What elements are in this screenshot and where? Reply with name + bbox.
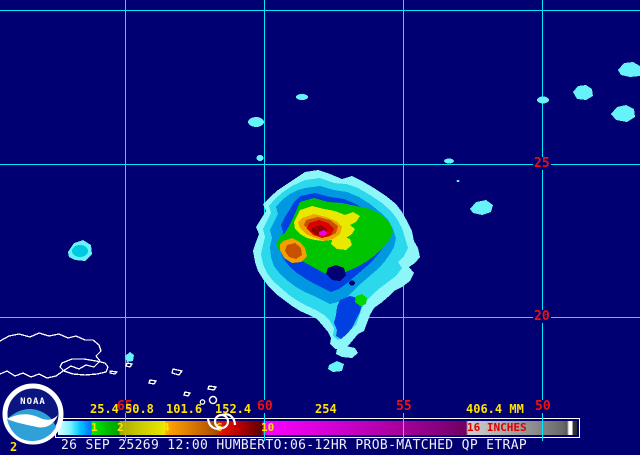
cloud-blob — [537, 96, 549, 104]
noaa-logo-gull — [7, 414, 58, 428]
scattered-cloud-blobs — [68, 62, 640, 362]
island-outlines — [0, 332, 218, 397]
track-point-icon — [199, 399, 206, 405]
gridline-lat-25n — [0, 164, 640, 165]
stray-scale-digit: 2 — [10, 440, 18, 454]
lat-label-20n: 20 — [533, 309, 551, 324]
island-speck-2 — [148, 379, 158, 385]
cloud-blob — [618, 62, 640, 77]
storm-west-darkorange — [285, 243, 302, 259]
cloud-blob — [125, 352, 134, 362]
cloud-blob — [611, 105, 635, 122]
colorbar-tick-mm-50: 50.8 — [125, 402, 154, 416]
track-point-icon — [208, 395, 218, 405]
lat-label-25n: 25 — [533, 156, 551, 171]
storm-tail-green-dot — [355, 294, 367, 306]
island-vieques — [109, 370, 119, 375]
island-speck-1 — [125, 362, 134, 368]
hurricane-symbol-icon — [206, 413, 237, 430]
island-st-croix — [171, 368, 184, 376]
cloud-blob — [470, 200, 493, 215]
colorbar-tick-mm-406: 406.4 MM — [466, 402, 524, 416]
lon-label-60w: 60 — [256, 399, 274, 414]
lon-label-65w: 65 — [116, 399, 134, 414]
lon-label-50w: 50 — [534, 399, 552, 414]
colorbar-tick-mm-25: 25.4 — [90, 402, 119, 416]
storm-tail-blue — [334, 296, 362, 339]
storm-tail-blob — [336, 346, 358, 358]
lon-label-55w: 55 — [395, 399, 413, 414]
storm-tail-blob — [328, 361, 344, 372]
cloud-blob — [444, 158, 454, 164]
noaa-logo: NOAA — [2, 383, 64, 445]
gridline-lon-65w — [125, 0, 126, 441]
gridline-lat-30n — [0, 10, 640, 11]
noaa-logo-text: NOAA — [20, 397, 46, 407]
cloud-blob-core — [72, 245, 88, 257]
product-title-text: 26 SEP 25269 12:00 HUMBERTO:06-12HR PROB… — [61, 438, 528, 453]
storm-core-magenta — [319, 230, 327, 236]
storm-hole — [326, 265, 346, 281]
colorbar-tick-in-16: 16 INCHES — [467, 421, 527, 434]
colorbar-tick-mm-101: 101.6 — [166, 402, 203, 416]
island-hispaniola — [0, 332, 102, 379]
gridline-lon-50w — [542, 0, 543, 441]
colorbar-tick-in-4: 4 — [163, 421, 170, 434]
island-speck-4 — [207, 385, 218, 391]
storm-hole — [349, 280, 355, 286]
cloud-blob — [248, 117, 264, 127]
storm-humberto — [253, 170, 420, 372]
colorbar-tick-in-2: 2 — [117, 421, 124, 434]
precip-colorbar — [55, 418, 580, 438]
colorbar-tick-mm-152: 152.4 — [215, 402, 252, 416]
colorbar-tick-in-1: 1 — [91, 421, 98, 434]
storm-layer-yellow-2 — [331, 236, 352, 250]
colorbar-tick-in-10: 10 — [261, 421, 275, 434]
island-puerto-rico — [59, 358, 109, 376]
cloud-blob — [456, 179, 460, 183]
cloud-blob — [256, 155, 264, 161]
cloud-blob — [573, 85, 593, 100]
cloud-blob — [296, 94, 308, 100]
precip-colorbar-gradient — [58, 421, 577, 435]
colorbar-tick-mm-254: 254 — [315, 402, 337, 416]
island-speck-3 — [183, 391, 192, 397]
